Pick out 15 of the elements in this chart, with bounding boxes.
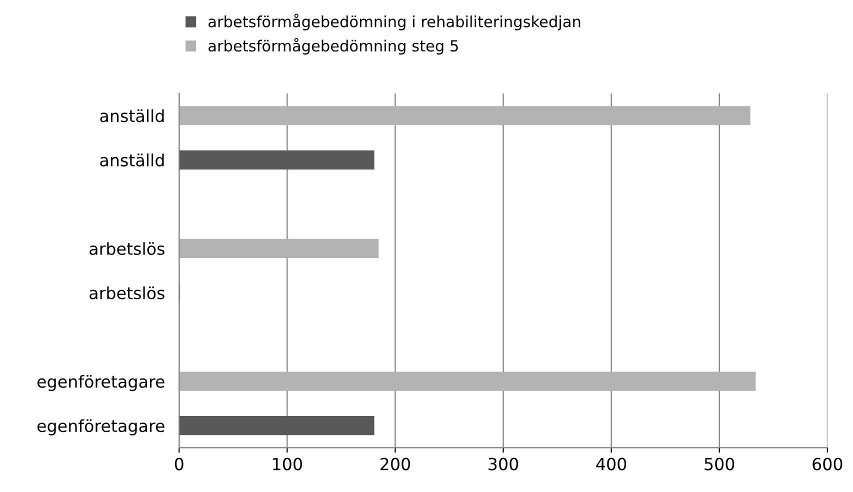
x-tick-label: 300 xyxy=(488,458,518,470)
x-tick-label: 600 xyxy=(812,458,842,470)
x-tick-label: 400 xyxy=(596,458,626,470)
y-tick-label: arbetslös xyxy=(90,242,164,256)
y-tick-label: egenföretagare xyxy=(37,419,164,436)
y-tick-label: egenföretagare xyxy=(37,374,164,392)
y-tick-label: anställd xyxy=(100,109,164,122)
y-tick-label: arbetslös xyxy=(90,286,164,300)
x-tick-label: 500 xyxy=(704,458,734,470)
x-tick-label: 0 xyxy=(174,458,184,470)
x-tick-label: 100 xyxy=(273,458,302,470)
legend-label: arbetsförmågebedömning i rehabiliteringskedjan xyxy=(208,14,580,30)
x-tick-label: 200 xyxy=(380,458,410,470)
y-tick-label: anställd xyxy=(100,154,164,166)
legend-label: arbetsförmågebedömning steg 5 xyxy=(208,38,458,55)
